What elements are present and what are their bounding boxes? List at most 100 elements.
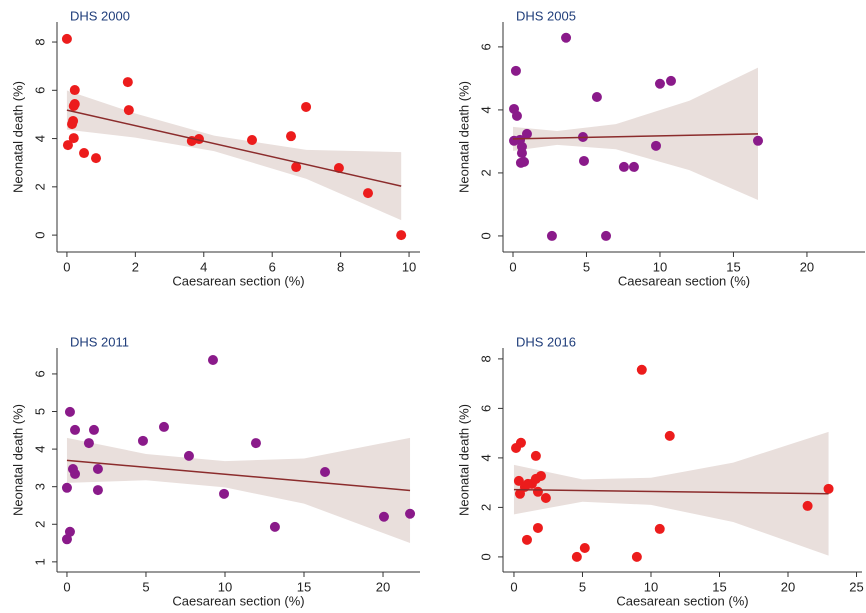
data-point	[654, 523, 665, 534]
data-point	[62, 140, 73, 151]
data-point	[654, 78, 665, 89]
data-point	[247, 135, 258, 146]
data-point	[532, 522, 543, 533]
y-tick-label: 8	[32, 38, 47, 45]
x-tick-label: 10	[218, 579, 232, 594]
data-point	[378, 511, 389, 522]
confidence-band	[512, 67, 759, 201]
y-tick-label: 6	[478, 405, 493, 412]
x-tick-label: 0	[509, 259, 516, 274]
y-tick-label: 4	[32, 445, 47, 452]
x-tick-label: 0	[63, 579, 70, 594]
x-tick-label: 6	[269, 259, 276, 274]
y-tick-label: 3	[32, 483, 47, 490]
data-point	[269, 521, 280, 532]
x-tick-label: 0	[63, 259, 70, 274]
panel-title: DHS 2000	[70, 8, 130, 23]
y-tick-label: 2	[478, 169, 493, 176]
data-point	[92, 464, 103, 475]
data-point	[511, 110, 522, 121]
fit-line	[66, 109, 402, 187]
data-point	[64, 526, 75, 537]
data-point	[405, 508, 416, 519]
data-point	[286, 131, 297, 142]
x-tick-label: 5	[583, 259, 590, 274]
confidence-band	[513, 431, 829, 556]
x-tick-label: 20	[800, 259, 814, 274]
y-axis-title: Neonatal death (%)	[456, 81, 471, 193]
x-axis-title: Caesarean section (%)	[618, 273, 750, 288]
fit-line	[512, 133, 759, 140]
data-point	[69, 85, 80, 96]
data-point	[92, 485, 103, 496]
fit-line	[513, 488, 829, 495]
data-point	[207, 355, 218, 366]
data-point	[68, 133, 79, 144]
y-tick-label: 4	[478, 454, 493, 461]
x-tick-label: 10	[402, 259, 416, 274]
y-tick-label: 2	[478, 504, 493, 511]
confidence-band	[66, 437, 411, 544]
data-point	[651, 140, 662, 151]
x-tick-label: 15	[712, 579, 726, 594]
x-axis-title: Caesarean section (%)	[172, 593, 304, 608]
data-point	[519, 156, 530, 167]
x-axis-title: Caesarean section (%)	[616, 593, 748, 608]
data-point	[618, 161, 629, 172]
data-point	[193, 134, 204, 145]
x-tick-label: 15	[297, 579, 311, 594]
data-point	[664, 430, 675, 441]
y-axis-title: Neonatal death (%)	[456, 404, 471, 516]
y-axis-title: Neonatal death (%)	[10, 404, 25, 516]
data-point	[301, 101, 312, 112]
data-point	[61, 482, 72, 493]
data-point	[64, 406, 75, 417]
x-tick-label: 5	[142, 579, 149, 594]
data-point	[636, 364, 647, 375]
x-tick-label: 20	[781, 579, 795, 594]
y-tick-label: 4	[32, 135, 47, 142]
data-point	[219, 488, 230, 499]
x-tick-label: 2	[132, 259, 139, 274]
data-point	[532, 486, 543, 497]
data-point	[530, 450, 541, 461]
data-point	[665, 75, 676, 86]
data-point	[69, 99, 80, 110]
x-tick-label: 0	[510, 579, 517, 594]
x-tick-label: 4	[200, 259, 207, 274]
data-point	[291, 162, 302, 173]
data-point	[137, 435, 148, 446]
confidence-band	[66, 90, 402, 221]
data-point	[515, 437, 526, 448]
data-point	[516, 148, 527, 159]
x-tick-label: 5	[579, 579, 586, 594]
data-point	[83, 438, 94, 449]
y-tick-label: 6	[32, 370, 47, 377]
data-point	[571, 551, 582, 562]
x-tick-label: 20	[376, 579, 390, 594]
data-point	[753, 135, 764, 146]
data-point	[122, 77, 133, 88]
x-tick-label: 25	[849, 579, 863, 594]
data-point	[79, 148, 90, 159]
y-tick-label: 0	[478, 553, 493, 560]
data-point	[802, 500, 813, 511]
data-point	[91, 153, 102, 164]
data-point	[628, 161, 639, 172]
data-point	[123, 105, 134, 116]
data-point	[514, 488, 525, 499]
data-point	[579, 542, 590, 553]
data-point	[158, 421, 169, 432]
data-point	[68, 115, 79, 126]
y-tick-label: 8	[478, 355, 493, 362]
data-point	[521, 128, 532, 139]
y-tick-label: 2	[32, 183, 47, 190]
y-tick-label: 0	[32, 231, 47, 238]
x-tick-label: 10	[644, 579, 658, 594]
data-point	[561, 32, 572, 43]
data-point	[601, 230, 612, 241]
y-tick-label: 5	[32, 408, 47, 415]
data-point	[823, 483, 834, 494]
data-point	[250, 438, 261, 449]
fit-line	[66, 459, 411, 492]
